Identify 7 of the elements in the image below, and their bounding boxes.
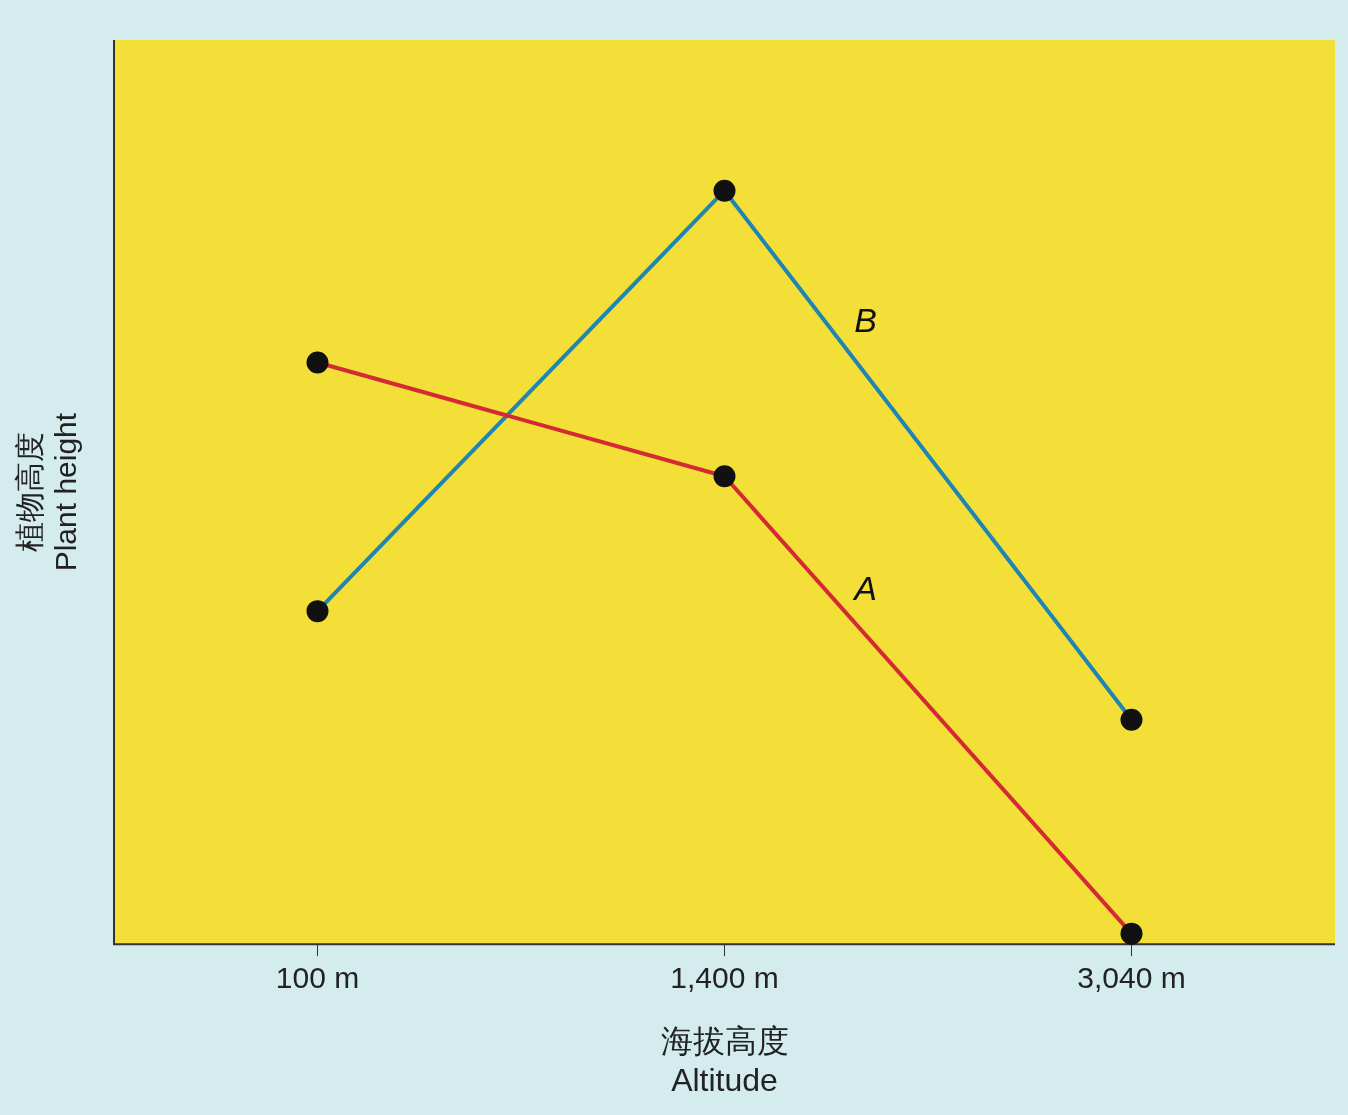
series-label: A (852, 569, 877, 608)
x-tick-label: 100 m (275, 961, 360, 995)
y-axis-title: 植物高度 Plant height (13, 412, 83, 572)
x-tick-label: 1,400 m (670, 961, 779, 995)
series-label: B (854, 301, 877, 340)
x-axis-title: 海拔高度 Altitude (660, 1023, 789, 1098)
x-tick-label: 3,040 m (1077, 961, 1186, 995)
